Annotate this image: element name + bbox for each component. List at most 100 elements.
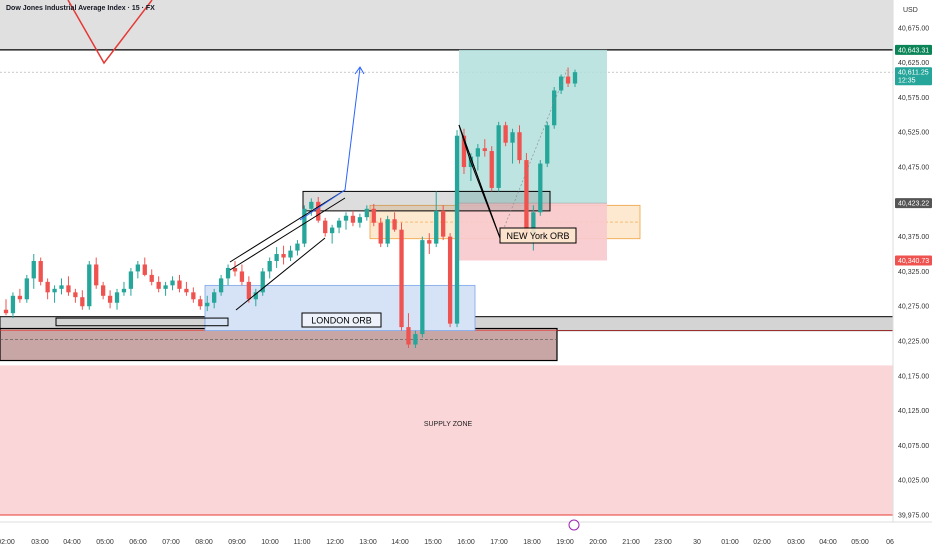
time-tick-label: 05:00 [96,539,114,546]
time-tick-label: 04:00 [63,539,81,546]
candle-body [100,285,106,296]
time-tick-label: 03:00 [31,539,49,546]
time-axis[interactable]: 02:00 03:00 04:00 05:00 06:00 07:00 08:00 09:00… [0,519,932,550]
price-tick-label: 40,525.00 [898,130,929,137]
candle-body [336,220,342,228]
price-tick-label: 40,075.00 [898,443,929,450]
candle-body [295,243,300,251]
candle-body [316,201,321,221]
candle-body [94,264,99,286]
time-tick-label: 10:00 [261,539,279,546]
candle-body [142,264,147,275]
candle-body [73,292,78,298]
price-tick-label: 40,375.00 [898,234,929,241]
candle-body [225,267,231,279]
supply-zone-label: SUPPLY ZONE [424,421,473,428]
candle-body [309,201,314,209]
candle-body [191,292,196,300]
price-tick-label: 40,625.00 [898,60,929,67]
candle-body [461,135,467,168]
london-orb-label: LONDON ORB [311,316,372,326]
candle-body [447,236,453,324]
time-tick-label: 07:00 [162,539,180,546]
candle-body [413,334,418,345]
candle-body [371,208,376,223]
london-orb-label-box [301,312,382,328]
candle-body [3,309,9,314]
candle-body [385,219,390,244]
candle-body [239,271,245,282]
candle-body [538,163,543,213]
candle-body [552,90,557,126]
candle-body [454,135,460,324]
candle-body [378,222,383,244]
time-tick-label: 16:00 [457,539,475,546]
candle-body [343,215,349,221]
candle-body [441,210,446,237]
projection-arrowhead [354,66,365,75]
time-tick-label: 18:00 [523,539,541,546]
candle-body [246,281,252,300]
price-badge [895,198,932,209]
time-tick-label: 05:00 [851,539,869,546]
candle-body [329,227,335,234]
time-tick-label: 15:00 [424,539,442,546]
candle-body [253,292,258,300]
candle-body [274,254,279,261]
candle-body [496,125,501,188]
chart-title: Dow Jones Industrial Average Index · 15 … [6,5,155,12]
price-tick-label: 40,175.00 [898,373,929,380]
candle-body [17,295,23,300]
candle-body [212,292,217,303]
candle-body [364,208,369,218]
price-tick-label: 40,325.00 [898,269,929,276]
candle-body [572,72,578,84]
time-tick-label: 21:00 [622,539,640,546]
candle-body [218,278,224,293]
time-tick-label: 02:00 [753,539,771,546]
newyork-orb-label-box [499,227,577,244]
time-tick-label: 20:00 [589,539,607,546]
candle-body [45,281,50,293]
price-axis[interactable]: 40,675.00 40,625.00 40,575.00 40,525.00 40,4… [892,0,932,522]
candle-body [31,261,36,279]
candle-body [260,271,265,293]
time-tick-label: 01:00 [721,539,739,546]
candle-body [482,148,487,152]
event-marker-icon [568,519,580,531]
candle-body [524,160,529,234]
demand-box [0,327,558,362]
long-target-zone [459,49,607,204]
candle-body [503,125,508,143]
time-tick-label: 06 [886,539,894,546]
price-badge-countdown: 12:35 [898,78,916,85]
time-tick-label: 04:00 [819,539,837,546]
time-tick-label: 13:00 [359,539,377,546]
candle-body [38,261,43,282]
candle-body [267,261,272,272]
price-badge-label: 40,643.31 [898,47,929,54]
projection-arrow [299,67,361,221]
candle-body [107,295,113,303]
candle-body [558,76,564,91]
supply-zone [0,365,893,516]
candle-body [281,254,286,258]
candle-body [475,148,481,157]
time-tick-label: 12:00 [326,539,344,546]
time-tick-label: 30 [693,539,701,546]
candle-body [357,217,363,223]
time-tick-label: 14:00 [391,539,409,546]
candle-body [302,208,307,244]
candle-body [420,240,425,335]
candle-body [170,280,175,286]
candle-body [80,297,85,307]
candle-body [128,271,134,289]
candle-body [87,264,92,307]
price-tick-label: 40,675.00 [898,25,929,32]
trend-line-london [235,237,326,311]
candle-body [66,285,71,293]
candle-body [392,219,397,230]
candle-body [205,302,210,307]
time-tick-label: 08:00 [195,539,213,546]
